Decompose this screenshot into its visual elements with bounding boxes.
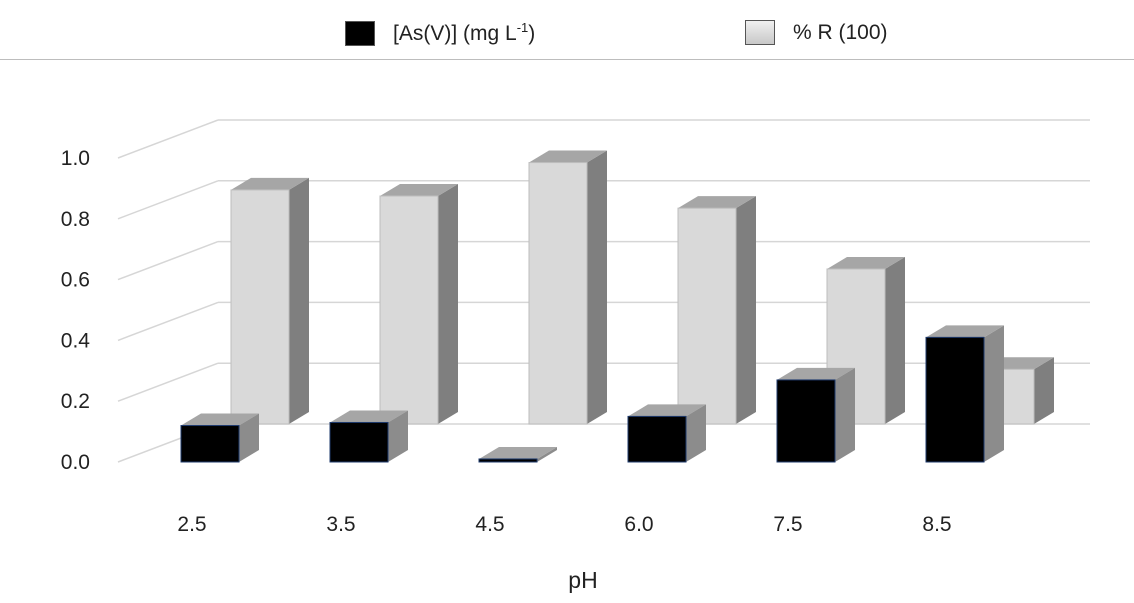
y-tick-label: 0.0 [61, 451, 90, 474]
gridline-depth [117, 180, 219, 220]
bar-as-v [776, 379, 836, 463]
bar-top-percent-r [380, 184, 458, 196]
bar-top-as-v [181, 413, 259, 426]
x-tick-label: 3.5 [326, 513, 355, 536]
x-tick-label: 8.5 [922, 513, 951, 536]
bar-side-as-v [984, 325, 1004, 462]
bar-as-v [627, 415, 687, 463]
legend-item-as-v: [As(V)] (mg L-1) [345, 20, 535, 46]
legend-item-percent-r: % R (100) [745, 20, 888, 45]
bar-side-as-v [835, 367, 855, 462]
bar-percent-r [230, 189, 290, 425]
bar-top-percent-r [827, 256, 905, 269]
y-tick-label: 1.0 [61, 147, 90, 170]
chart-legend: [As(V)] (mg L-1) % R (100) [0, 0, 1134, 60]
bar-top-as-v [330, 410, 408, 423]
bar-as-v [180, 425, 240, 463]
x-tick-label: 7.5 [773, 513, 802, 536]
bar-side-percent-r [1034, 357, 1054, 424]
y-tick-label: 0.8 [61, 208, 90, 231]
legend-divider [0, 59, 1134, 60]
x-tick-label: 6.0 [624, 513, 653, 536]
bar-top-as-v [926, 325, 1004, 338]
bar-chart-3d: 0.0 0.2 0.4 0.6 0.8 1.0 2.5 3.5 4.5 6.0 7.5 8.5 pH [61, 119, 1090, 593]
bar-percent-r [528, 162, 588, 425]
bar-side-percent-r [587, 150, 607, 424]
legend-label-as-v: [As(V)] (mg L-1) [393, 20, 536, 45]
x-tick-label: 2.5 [177, 513, 206, 536]
x-axis-title: pH [568, 567, 597, 593]
legend-label-percent-r: % R (100) [793, 20, 888, 44]
bar-top-percent-r [529, 150, 607, 163]
gridline-depth [117, 362, 219, 402]
bar-top-as-v [777, 367, 855, 380]
bar-percent-r [677, 207, 737, 425]
bar-as-v [478, 458, 538, 463]
bar-top-as-v [479, 446, 557, 459]
y-tick-label: 0.2 [61, 390, 90, 413]
bar-as-v [329, 421, 389, 463]
bar-side-percent-r [289, 177, 309, 424]
bar-as-v [925, 336, 985, 463]
bar-top-as-v [628, 404, 706, 417]
bar-percent-r [379, 195, 439, 425]
bar-side-as-v [239, 413, 259, 462]
bar-side-as-v [537, 446, 557, 462]
legend-swatch-as-v [345, 20, 375, 46]
bar-side-as-v [686, 404, 706, 462]
y-tick-label: 0.6 [61, 269, 90, 292]
legend-swatch-percent-r [745, 20, 775, 45]
bar-top-percent-r [231, 177, 309, 190]
gridline-depth [117, 240, 219, 281]
gridline-depth [117, 119, 219, 159]
bar-side-as-v [388, 410, 408, 462]
bar-side-percent-r [736, 196, 756, 424]
y-tick-label: 0.4 [61, 329, 91, 352]
bar-side-percent-r [438, 184, 458, 424]
bar-side-percent-r [885, 256, 905, 424]
bar-top-percent-r [678, 196, 756, 209]
x-tick-label: 4.5 [475, 513, 504, 536]
gridline-depth [117, 301, 219, 342]
